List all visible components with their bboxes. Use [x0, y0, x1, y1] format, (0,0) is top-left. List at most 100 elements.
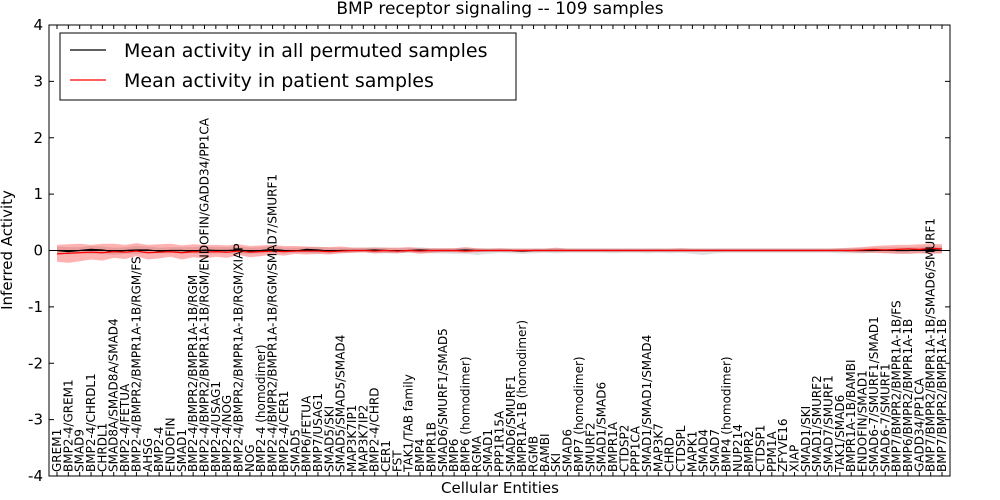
x-tick-label: BMP2-4: [152, 427, 166, 472]
x-tick-label: SMAD1/SMURF2: [810, 375, 824, 472]
x-tick-label: BMP7/BMPR2/BMPR1A-1B: [935, 319, 949, 472]
legend-box: [59, 32, 517, 101]
x-tick-label: BMP7/BMPR2/BMPR1A-1B/FS: [890, 300, 904, 472]
x-tick-label: PPP1R15A: [493, 410, 507, 472]
x-tick-label: BMP6 (homodimer): [458, 356, 472, 472]
x-tick-label: BMP7/BMPR2/BMPR1A-1B/SMAD6/SMURF1: [924, 218, 938, 472]
x-tick-label: BMPR1A: [606, 421, 620, 472]
chart-title: BMP receptor signaling -- 109 samples: [336, 0, 663, 19]
x-tick-label: BMPR1A-1B/BAMBI: [844, 359, 858, 472]
x-tick-label: BMP2-4/NOG: [220, 395, 234, 472]
x-tick-label: MAP3K7IP2: [356, 405, 370, 472]
x-tick-label: BMP2-4/BMPR2/BMPR1A-1B/RGM/FS: [129, 256, 143, 472]
x-tick-label: CER1: [379, 440, 393, 472]
x-tick-label: BMP2-4/BMPR2/BMPR1A-1B/RGM/XIAP: [232, 243, 246, 472]
y-tick-label: -3: [28, 411, 43, 429]
x-tick-label: ENDOFIN: [163, 417, 177, 472]
x-tick-label: SMAD1: [175, 429, 189, 472]
x-tick-label: FST: [390, 450, 404, 472]
x-tick-label: BMP2-4/FETUA: [118, 383, 132, 472]
y-tick-label: 2: [33, 129, 43, 147]
x-tick-label: BMP2-4/CHRDL1: [84, 373, 98, 472]
x-tick-label: MAPK1: [685, 431, 699, 472]
band-patient: [57, 243, 942, 263]
x-tick-label: ENDOFIN/SMAD1: [856, 370, 870, 472]
x-tick-label: NUP214: [731, 424, 745, 472]
x-tick-label: BMP2-4/USAG1: [209, 381, 223, 472]
legend-label-patient: Mean activity in patient samples: [124, 70, 434, 92]
x-tick-label: BMPR2: [742, 430, 756, 472]
x-tick-label: BMP6: [447, 439, 461, 472]
y-tick-label: 1: [33, 185, 43, 203]
x-tick-label: SMAD8A/SMAD8A/SMAD4: [107, 318, 121, 472]
x-tick-label: ZFYVE16: [776, 418, 790, 472]
x-tick-label: SMAD9: [73, 429, 87, 472]
x-tick-label: RGMB: [527, 436, 541, 472]
x-tick-label: BMP2-4/BMPR2/BMPR1A-1B/RGM: [186, 275, 200, 472]
x-tick-label: CTDSPL: [674, 425, 688, 472]
series-lines: [56, 247, 943, 255]
x-tick-label: BMP6/BMPR2/BMPR1A-1B: [901, 319, 915, 472]
x-tick-label: CHRDL1: [95, 423, 109, 472]
x-tick-label: BMP2-4/BMPR2/BMPR1A-1B/RGM/ENDOFIN/GADD3…: [198, 117, 212, 472]
x-tick-label: BMP4: [413, 439, 427, 472]
x-tick-label: SMAD1/SMAD1/SMAD4: [640, 335, 654, 472]
x-tick-label: BMPR1B: [424, 422, 438, 472]
x-tick-label: CHRD: [663, 437, 677, 472]
x-tick-label: SKI: [549, 453, 563, 472]
x-tick-label: BMP7/USAG1: [311, 393, 325, 472]
x-tick-label: MAP3K7: [651, 423, 665, 472]
x-tick-label: SMAD1: [481, 429, 495, 472]
legend: Mean activity in all permuted samples Me…: [59, 32, 517, 101]
y-tick-label: 0: [33, 242, 43, 260]
x-tick-label: SMURF2: [583, 422, 597, 472]
x-tick-label: SMAD6: [561, 429, 575, 472]
x-tick-label: SMAD5: [288, 429, 302, 472]
x-tick-label: BMP2-4/CHRD: [368, 388, 382, 472]
x-tick-label: XIAP: [788, 445, 802, 472]
x-tick-label: BMP6/FETUA: [300, 395, 314, 472]
x-tick-label: BMP2-4/GREM1: [61, 379, 75, 472]
y-axis-title: Inferred Activity: [0, 190, 16, 310]
x-tick-label: SMAD1/SMAD6: [595, 382, 609, 472]
x-tick-label: BAMBI: [538, 433, 552, 472]
y-tick-label: -1: [28, 298, 43, 316]
y-tick-label: -2: [28, 354, 43, 372]
x-tick-label: SMAD4: [697, 429, 711, 472]
x-tick-label: SMAD6-7/SMURF1/SMAD1: [867, 316, 881, 472]
x-tick-label: BMP2-4/CER1: [277, 391, 291, 472]
y-tick-label: 4: [33, 16, 43, 34]
x-tick-label: BMP2-4/BMPR2/BMPR1A-1B/RGM/SMAD7/SMURF1: [266, 174, 280, 472]
axes-frame: [48, 24, 951, 477]
x-tick-label: SMAD7/SMURF1: [822, 375, 836, 472]
x-tick-label: NOG: [243, 444, 257, 472]
x-tick-label: TAK1/SMAD6: [833, 395, 847, 473]
x-tick-label: SMAD5/SMAD5/SMAD4: [334, 335, 348, 472]
y-tick-label: 3: [33, 72, 43, 90]
x-tick-labels: GREM1BMP2-4/GREM1SMAD9BMP2-4/CHRDL1CHRDL…: [50, 117, 949, 473]
x-tick-label: PPM1A: [765, 431, 779, 472]
x-tick-label: BMP4 (homodimer): [719, 356, 733, 472]
x-tick-label: SMAD6-7/SMURF1: [878, 363, 892, 472]
x-tick-label: GADD34/PP1CA: [912, 377, 926, 472]
x-tick-label: BMP2-4 (homodimer): [254, 344, 268, 472]
x-tick-label: SMAD6/SMURF1/SMAD5: [436, 328, 450, 472]
x-tick-label: BMP7 (homodimer): [572, 356, 586, 472]
legend-label-permuted: Mean activity in all permuted samples: [124, 40, 487, 62]
x-tick-label: AHSG: [141, 438, 155, 472]
x-tick-label: BMPR1A-1B (homodimer): [515, 320, 529, 472]
x-tick-label: PPP1CA: [629, 425, 643, 472]
x-tick-label: MAP3K7IP1: [345, 405, 359, 472]
x-tick-label: CTDSP1: [753, 425, 767, 472]
x-axis-title: Cellular Entities: [441, 479, 559, 497]
x-tick-label: SMAD1/SKI: [799, 406, 813, 472]
x-tick-label: CTDSP2: [617, 425, 631, 472]
x-tick-label: SMAD7: [708, 429, 722, 472]
x-tick-label: SMAD6/SMURF1: [504, 375, 518, 472]
x-tick-label: RGMA: [470, 435, 484, 472]
series-line-patient: [56, 247, 943, 255]
x-tick-label: SMAD5/SKI: [322, 406, 336, 472]
x-tick-label: TAK1/TAB family: [402, 374, 416, 473]
y-tick-label: -4: [28, 467, 43, 485]
